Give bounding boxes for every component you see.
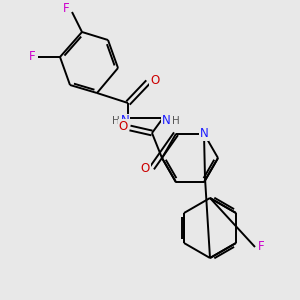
Text: N: N: [200, 127, 208, 140]
Text: N: N: [162, 115, 170, 128]
Text: F: F: [258, 241, 265, 254]
Text: H: H: [112, 116, 119, 126]
Text: O: O: [119, 120, 128, 133]
Text: O: O: [141, 161, 150, 175]
Text: H: H: [172, 116, 179, 126]
Text: O: O: [150, 74, 159, 87]
Text: F: F: [63, 2, 70, 16]
Text: N: N: [121, 115, 129, 128]
Text: F: F: [29, 50, 36, 64]
